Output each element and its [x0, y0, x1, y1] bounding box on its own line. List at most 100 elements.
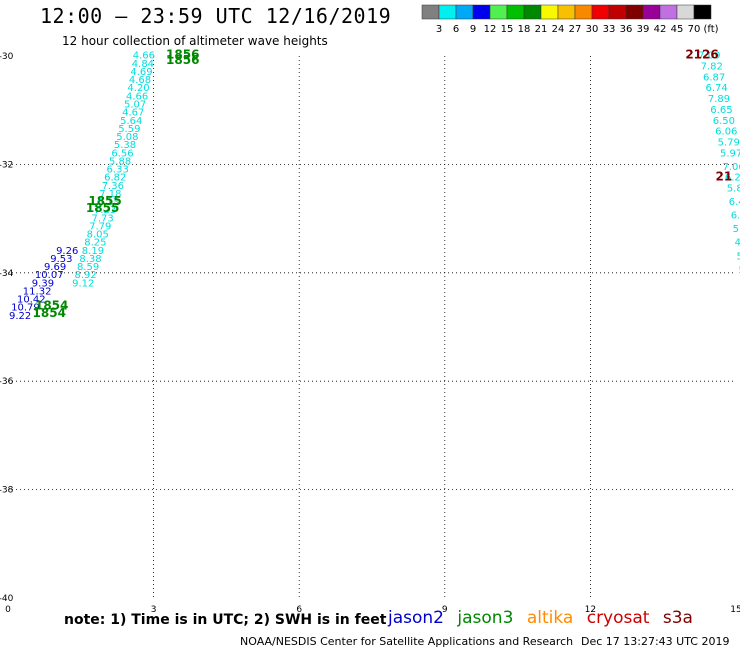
- swh-value-jason3: 8.92: [75, 270, 97, 281]
- legend-s3a: s3a: [662, 608, 693, 628]
- legend-jason3: jason3: [457, 608, 514, 628]
- swh-value-jason3: 4.66: [133, 51, 155, 62]
- scale-label: 70: [688, 24, 701, 35]
- swh-value-jason3: 4.69: [130, 67, 152, 78]
- swh-value-jason3: 8.25: [84, 238, 106, 249]
- pass-time-label: 1856: [166, 48, 199, 62]
- pass-time-label: 1855: [86, 201, 119, 215]
- scale-label: 9: [470, 24, 476, 35]
- swh-value-jason3: 4.67: [122, 108, 144, 119]
- x-tick-label: 15: [730, 605, 740, 615]
- x-tick-label: 12: [585, 605, 596, 615]
- swh-value-jason3: 5.59: [118, 124, 140, 135]
- swh-value-jason2: 10.07: [35, 270, 64, 281]
- footer-timestamp: Dec 17 13:27:43 UTC 2019: [581, 635, 730, 648]
- y-tick-label: -36: [0, 377, 14, 387]
- swh-value-s3a: 5.33: [733, 224, 740, 235]
- swh-value-s3a: 7.89: [708, 94, 730, 105]
- legend-altika: altika: [526, 608, 574, 628]
- scale-label: 36: [620, 24, 633, 35]
- scale-label: 42: [654, 24, 667, 35]
- scale-label: 45: [671, 24, 684, 35]
- swh-value-jason3: 6.82: [104, 173, 126, 184]
- swh-value-s3a: 7.09: [698, 51, 720, 62]
- swh-value-s3a: 6.51: [731, 211, 740, 222]
- footer-organization: NOAA/NESDIS Center for Satellite Applica…: [240, 635, 574, 648]
- swh-value-s3a: 6.06: [715, 127, 737, 138]
- x-tick-label: 3: [151, 605, 157, 615]
- y-tick-label: -30: [0, 52, 14, 62]
- scale-label: 21: [535, 24, 548, 35]
- y-tick-label: -38: [0, 486, 14, 496]
- swh-value-jason3: 5.38: [114, 140, 136, 151]
- y-tick-label: -34: [0, 269, 14, 279]
- swh-value-jason2: 9.69: [44, 262, 66, 273]
- swh-value-jason3: 4.20: [127, 83, 149, 94]
- swh-value-jason3: 9.12: [72, 278, 94, 289]
- swh-value-jason3: 8.38: [79, 254, 101, 265]
- legend-cryosat: cryosat: [586, 608, 650, 628]
- pass-time-label: 1854: [35, 299, 68, 313]
- swh-value-jason3: 8.19: [82, 246, 104, 257]
- swh-value-s3a: 6.40: [729, 197, 740, 208]
- swh-value-jason3: 5.07: [124, 99, 146, 110]
- scale-label: 3: [436, 24, 442, 35]
- swh-value-s3a: 6.50: [713, 116, 735, 127]
- swh-value-jason3: 5.08: [116, 132, 138, 143]
- swh-value-s3a: 6.87: [703, 72, 725, 83]
- swh-value-s3a: 6.65: [710, 105, 732, 116]
- scale-label: 24: [552, 24, 565, 35]
- swh-value-jason3: 8.59: [77, 262, 99, 273]
- scale-label: 6: [453, 24, 459, 35]
- scale-label: 15: [501, 24, 514, 35]
- x-tick-label: 0: [5, 605, 11, 615]
- swh-value-jason3: 6.56: [111, 148, 133, 159]
- page-title: 12:00 – 23:59 UTC 12/16/2019: [40, 4, 392, 28]
- scale-label: 12: [484, 24, 497, 35]
- swh-value-jason3: 7.23: [94, 205, 116, 216]
- pass-time-label: 21: [716, 170, 733, 184]
- scale-label: 18: [518, 24, 531, 35]
- scale-label: 27: [569, 24, 582, 35]
- swh-value-s3a: 6.74: [705, 83, 727, 94]
- swh-value-jason3: 4.68: [129, 75, 151, 86]
- swh-value-s3a: 6.23: [725, 173, 740, 184]
- swh-value-jason3: 4.84: [132, 59, 154, 70]
- swh-value-s3a: 5.86: [727, 184, 740, 195]
- swh-value-jason2: 10.42: [17, 295, 46, 306]
- swh-value-s3a: 7.82: [701, 62, 723, 73]
- pass-time-label: 1856: [166, 53, 199, 67]
- footnote: note: 1) Time is in UTC; 2) SWH is in fe…: [64, 612, 387, 628]
- scale-label: 33: [603, 24, 616, 35]
- swh-value-jason3: 7.73: [92, 213, 114, 224]
- swh-value-s3a: 7.06: [722, 162, 740, 173]
- swh-value-s3a: 5.79: [718, 137, 740, 148]
- swh-value-jason2: 9.53: [50, 254, 72, 265]
- color-scale-legend: 3 6 9 12 15 18 21 24 27 30 33 36 39 42 45 70 (ft): [421, 4, 719, 35]
- scale-label: (ft): [703, 24, 718, 35]
- swh-value-jason3: 6.33: [107, 165, 129, 176]
- scale-label: 30: [586, 24, 599, 35]
- pass-time-label: 1855: [88, 194, 121, 208]
- legend-jason2: jason2: [388, 608, 444, 628]
- x-tick-label: 6: [296, 605, 302, 615]
- swh-value-s3a: 4.34: [735, 238, 740, 249]
- swh-value-jason2: 10.79: [11, 303, 40, 314]
- y-tick-label: -32: [0, 160, 13, 170]
- swh-value-jason3: 5.64: [120, 116, 142, 127]
- swh-value-jason3: 7.18: [99, 189, 121, 200]
- swh-value-jason3: 7.36: [102, 181, 124, 192]
- page-subtitle: 12 hour collection of altimeter wave hei…: [62, 34, 328, 48]
- swh-value-jason3: 6.13: [97, 197, 119, 208]
- swh-value-s3a: 5.39: [737, 251, 740, 262]
- satellite-legend: jason2 jason3 altika cryosat s3a: [388, 608, 701, 628]
- swh-value-jason3: 8.05: [87, 230, 109, 241]
- y-tick-label: -40: [0, 594, 14, 604]
- swh-value-jason3: 7.79: [89, 221, 111, 232]
- swh-value-s3a: 5.97: [720, 148, 740, 159]
- swh-value-jason3: 4.66: [126, 91, 148, 102]
- pass-time-label: 2126: [685, 48, 718, 62]
- swh-value-jason2: 9.39: [32, 278, 54, 289]
- scale-swatch: [693, 4, 712, 20]
